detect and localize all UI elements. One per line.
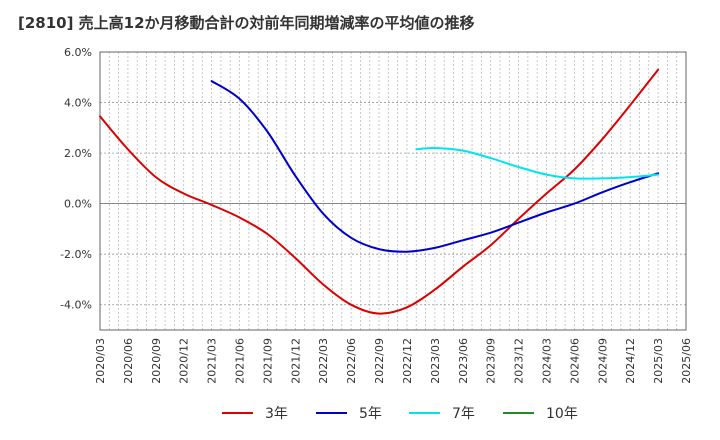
x-tick-label: 2023/09	[485, 338, 498, 384]
x-axis-ticks: 2020/03 2020/06 2020/09 2020/12 2021/03 2021/…	[94, 338, 693, 384]
x-tick-label: 2023/03	[429, 338, 442, 384]
x-tick-label: 2023/06	[457, 338, 470, 384]
grid-lines	[99, 51, 687, 330]
x-tick-label: 2021/12	[289, 338, 302, 384]
x-tick-label: 2022/03	[317, 338, 330, 384]
series-lines	[99, 68, 660, 315]
x-tick-label: 2023/12	[513, 338, 526, 384]
legend-label: 3年	[265, 406, 288, 422]
x-tick-label: 2020/06	[122, 338, 135, 384]
x-tick-label: 2020/03	[94, 338, 107, 384]
x-tick-label: 2022/06	[345, 338, 358, 384]
series-line-2	[210, 80, 660, 253]
series-line-3	[415, 146, 660, 180]
y-tick-label: 6.0%	[64, 46, 92, 59]
legend-label: 10年	[546, 406, 578, 422]
y-tick-label: -4.0%	[60, 299, 92, 312]
legend: 3年 5年 7年 10年	[222, 406, 578, 422]
x-tick-label: 2022/12	[401, 338, 414, 384]
x-tick-label: 2021/09	[261, 338, 274, 384]
x-tick-label: 2025/06	[680, 338, 693, 384]
chart-title: [2810] 売上高12か月移動合計の対前年同期増減率の平均値の推移	[18, 14, 475, 32]
y-tick-label: 4.0%	[64, 97, 92, 110]
legend-label: 5年	[359, 406, 382, 422]
y-tick-label: -2.0%	[60, 248, 92, 261]
x-tick-label: 2020/12	[178, 338, 191, 384]
x-tick-label: 2022/09	[373, 338, 386, 384]
x-tick-label: 2024/06	[568, 338, 581, 384]
x-tick-label: 2024/12	[624, 338, 637, 384]
plot-area-frame	[99, 51, 687, 331]
y-tick-label: 2.0%	[64, 147, 92, 160]
x-tick-label: 2020/09	[150, 338, 163, 384]
x-tick-label: 2024/03	[540, 338, 553, 384]
legend-label: 7年	[452, 406, 475, 422]
y-tick-label: 0.0%	[64, 198, 92, 211]
x-tick-label: 2021/03	[206, 338, 219, 384]
x-tick-label: 2024/09	[596, 338, 609, 384]
y-axis-ticks: 6.0% 4.0% 2.0% 0.0% -2.0% -4.0%	[60, 46, 92, 312]
x-tick-label: 2021/06	[234, 338, 247, 384]
x-tick-label: 2025/03	[652, 338, 665, 384]
